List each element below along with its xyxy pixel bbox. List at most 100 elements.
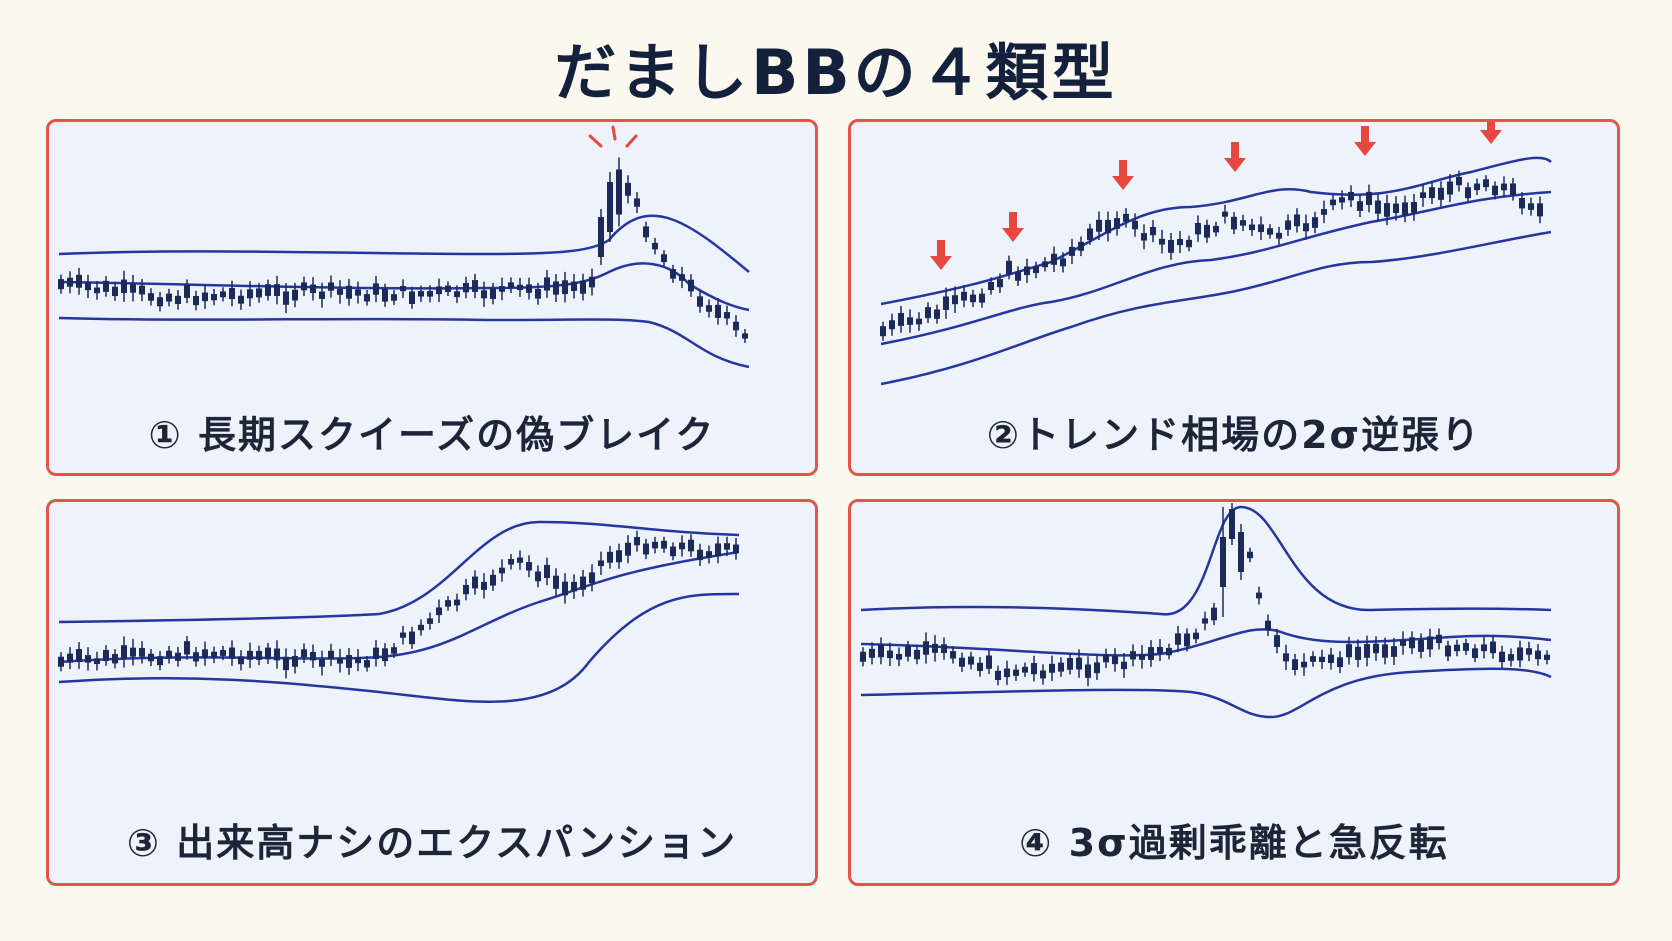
candle [1148, 647, 1154, 660]
candle [1240, 220, 1246, 226]
candle [977, 662, 983, 671]
candle [580, 280, 586, 294]
candle [923, 641, 929, 655]
candle [1301, 661, 1307, 668]
upper-band [860, 505, 1552, 616]
candle [1373, 643, 1379, 654]
candle [1078, 241, 1084, 251]
candle [896, 653, 902, 660]
candle [598, 217, 604, 257]
candle [211, 651, 217, 658]
candle [103, 280, 109, 292]
candle [1166, 647, 1172, 656]
candle [454, 599, 460, 606]
candle [688, 539, 694, 552]
candle [1130, 651, 1136, 660]
candle [508, 282, 514, 288]
candle [1517, 647, 1523, 661]
candle [472, 280, 478, 292]
candle [391, 294, 397, 301]
candle [292, 655, 298, 667]
panel-caption: ① 長期スクイーズの偽ブレイク [148, 413, 716, 457]
candle [670, 269, 676, 279]
candle [454, 291, 460, 298]
middle-band [860, 628, 1552, 657]
candle [1375, 200, 1381, 214]
candle [706, 551, 712, 558]
candle [1319, 656, 1325, 663]
candle [1184, 633, 1190, 647]
candle [292, 289, 298, 301]
candle [301, 282, 307, 291]
candle [301, 649, 307, 658]
down-arrow-icon [930, 240, 952, 270]
candle [202, 292, 208, 302]
candle [1535, 650, 1541, 660]
candle [508, 558, 514, 565]
candle [103, 649, 109, 661]
candle [1159, 238, 1165, 245]
candle [1490, 641, 1496, 654]
candle [887, 650, 893, 659]
candle [1150, 226, 1156, 236]
upper-band [880, 156, 1552, 306]
middle-band [880, 190, 1552, 346]
candle [1267, 228, 1273, 235]
candle [1004, 668, 1010, 678]
candle [1528, 203, 1534, 210]
candle [988, 282, 994, 290]
candle [400, 285, 406, 292]
candle [94, 287, 100, 294]
candle [1112, 655, 1118, 665]
candle [436, 607, 442, 616]
panel-long-squeeze-fake-break: ① 長期スクイーズの偽ブレイク [46, 119, 818, 476]
candle [346, 285, 352, 299]
candle [1094, 662, 1100, 674]
candle [914, 649, 920, 660]
candle [1537, 203, 1543, 217]
candle [283, 656, 289, 671]
candle [1022, 666, 1028, 673]
candle [1123, 213, 1129, 222]
candle [907, 317, 913, 325]
candle [1310, 656, 1316, 662]
candle [1103, 654, 1109, 663]
candle [997, 279, 1003, 288]
down-arrow-icon [1224, 142, 1246, 172]
candle [346, 655, 352, 668]
candle [481, 290, 487, 299]
candle [1445, 645, 1451, 657]
candle [1355, 646, 1361, 660]
panel-expansion-no-volume: ③ 出来高ナシのエクスパンション [46, 499, 818, 886]
candle [121, 645, 127, 659]
candle [400, 632, 406, 638]
candle [941, 644, 947, 654]
candle [517, 284, 523, 291]
candle [535, 288, 541, 299]
candle [1114, 218, 1120, 229]
candle [1067, 658, 1073, 670]
candle [1076, 657, 1082, 670]
candles [860, 503, 1550, 687]
candle [616, 169, 622, 215]
candle [1177, 239, 1183, 246]
panel-3sigma-reversal: ④ 3σ過剰乖離と急反転 [848, 499, 1620, 886]
upper-band [58, 214, 750, 273]
candle [490, 574, 496, 586]
candle [265, 284, 271, 296]
candle [184, 641, 190, 655]
candle [1049, 663, 1055, 673]
down-arrow-icon [1002, 212, 1024, 242]
candle [481, 581, 487, 590]
middle-band [58, 550, 740, 664]
candle [706, 305, 712, 312]
page-title: だましBBの４類型 [554, 36, 1118, 109]
candle [67, 653, 73, 663]
panel-caption: ④ 3σ過剰乖離と急反転 [1019, 821, 1449, 865]
candle [409, 291, 415, 305]
candle [463, 584, 469, 595]
candle [265, 647, 271, 660]
alert-mark [611, 125, 617, 141]
candle [310, 284, 316, 294]
candle [1321, 209, 1327, 215]
